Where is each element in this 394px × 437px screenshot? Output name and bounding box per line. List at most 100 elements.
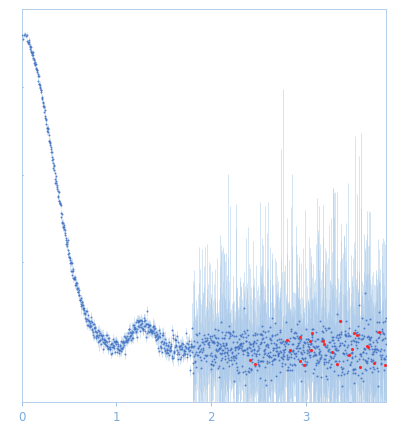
Point: [273, 340, 280, 347]
Point: [366, 364, 373, 371]
Point: [79, 298, 85, 305]
Point: [297, 334, 303, 341]
Point: [374, 319, 380, 326]
Point: [260, 338, 267, 345]
Point: [222, 356, 228, 363]
Point: [149, 328, 155, 335]
Point: [137, 322, 143, 329]
Point: [211, 326, 217, 333]
Point: [90, 324, 97, 331]
Point: [135, 318, 141, 325]
Point: [190, 343, 196, 350]
Point: [52, 176, 58, 183]
Point: [379, 337, 386, 344]
Point: [102, 331, 109, 338]
Point: [221, 349, 227, 356]
Point: [146, 323, 152, 329]
Point: [161, 345, 167, 352]
Point: [232, 345, 238, 352]
Point: [34, 70, 41, 77]
Point: [156, 327, 162, 334]
Point: [19, 31, 25, 38]
Point: [345, 351, 351, 358]
Point: [244, 352, 251, 359]
Point: [42, 114, 48, 121]
Point: [376, 309, 383, 316]
Point: [331, 343, 338, 350]
Point: [334, 310, 340, 317]
Point: [310, 369, 316, 376]
Point: [327, 348, 333, 355]
Point: [175, 338, 182, 345]
Point: [206, 342, 212, 349]
Point: [352, 334, 359, 341]
Point: [367, 316, 374, 323]
Point: [193, 364, 199, 371]
Point: [242, 367, 249, 374]
Point: [364, 360, 371, 367]
Point: [78, 299, 85, 306]
Point: [28, 43, 34, 50]
Point: [54, 184, 60, 191]
Point: [47, 144, 54, 151]
Point: [248, 365, 255, 372]
Point: [286, 347, 292, 354]
Point: [47, 139, 53, 146]
Point: [61, 226, 67, 233]
Point: [269, 357, 275, 364]
Point: [223, 340, 229, 347]
Point: [269, 333, 276, 340]
Point: [79, 302, 85, 309]
Point: [241, 347, 247, 354]
Point: [178, 346, 184, 353]
Point: [149, 329, 156, 336]
Point: [383, 353, 389, 360]
Point: [202, 351, 208, 358]
Point: [293, 350, 299, 357]
Point: [227, 330, 233, 337]
Point: [207, 334, 213, 341]
Point: [286, 335, 293, 342]
Point: [340, 357, 346, 364]
Point: [358, 375, 364, 382]
Point: [207, 351, 214, 358]
Point: [64, 237, 71, 244]
Point: [85, 322, 92, 329]
Point: [108, 341, 114, 348]
Point: [287, 346, 293, 353]
Point: [42, 113, 48, 120]
Point: [84, 322, 90, 329]
Point: [131, 326, 138, 333]
Point: [34, 66, 40, 73]
Point: [171, 350, 177, 357]
Point: [145, 323, 151, 330]
Point: [136, 317, 143, 324]
Point: [250, 340, 256, 347]
Point: [113, 337, 119, 344]
Point: [214, 342, 220, 349]
Point: [50, 162, 57, 169]
Point: [335, 371, 341, 378]
Point: [285, 355, 292, 362]
Point: [306, 349, 312, 356]
Point: [37, 83, 43, 90]
Point: [366, 346, 372, 353]
Point: [269, 347, 276, 354]
Point: [134, 316, 140, 323]
Point: [342, 331, 348, 338]
Point: [218, 342, 224, 349]
Point: [174, 347, 180, 354]
Point: [152, 331, 158, 338]
Point: [336, 332, 342, 339]
Point: [257, 330, 264, 337]
Point: [73, 281, 79, 288]
Point: [193, 330, 199, 337]
Point: [315, 336, 321, 343]
Point: [273, 347, 280, 354]
Point: [331, 343, 337, 350]
Point: [182, 347, 188, 354]
Point: [231, 353, 237, 360]
Point: [365, 333, 371, 340]
Point: [97, 331, 104, 338]
Point: [276, 344, 282, 351]
